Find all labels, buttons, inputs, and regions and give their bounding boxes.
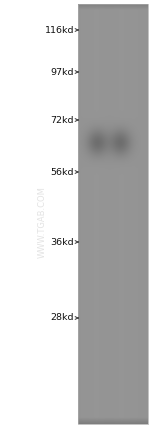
- Text: 97kd: 97kd: [51, 68, 74, 77]
- Text: 56kd: 56kd: [51, 167, 74, 176]
- Bar: [78, 4, 148, 424]
- Text: 72kd: 72kd: [51, 116, 74, 125]
- Text: 116kd: 116kd: [45, 26, 74, 35]
- Text: 36kd: 36kd: [50, 238, 74, 247]
- Text: WWW.TGAB.COM: WWW.TGAB.COM: [38, 187, 46, 259]
- Text: 28kd: 28kd: [51, 313, 74, 323]
